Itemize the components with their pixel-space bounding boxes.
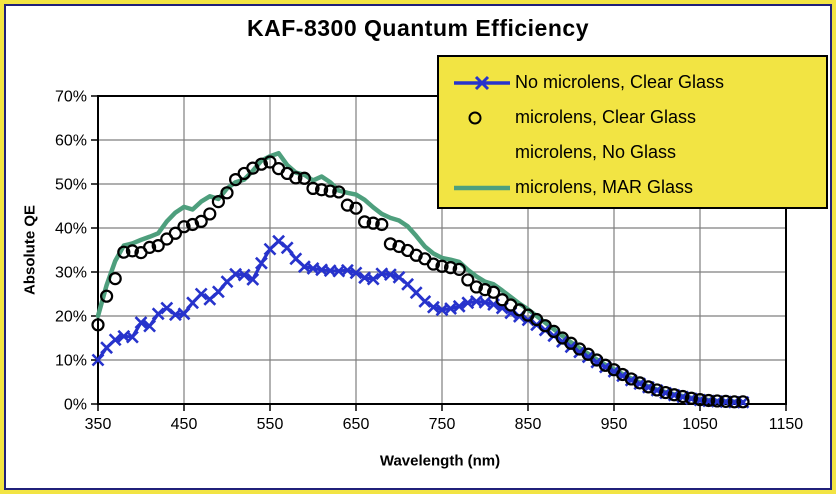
series-microlens-clear-marker (168, 226, 182, 240)
series-microlens-clear-marker (487, 285, 501, 299)
series-microlens-clear-marker (658, 385, 673, 400)
series-microlens-clear-marker (710, 394, 724, 408)
series-microlens-clear-marker (194, 214, 208, 228)
x-tick-label: 1050 (682, 416, 718, 433)
legend-label: microlens, Clear Glass (515, 107, 697, 127)
series-microlens-clear-marker (220, 186, 234, 200)
series-microlens-clear-marker (676, 389, 690, 404)
series-microlens-clear-marker (719, 394, 733, 408)
legend-row: microlens, MAR Glass (453, 170, 826, 205)
legend-label: No microlens, Clear Glass (515, 72, 725, 92)
series-microlens-clear-marker (444, 261, 458, 275)
series-microlens-clear-marker (117, 245, 131, 259)
series-microlens-clear-marker (297, 171, 311, 185)
series-microlens-clear-marker (693, 393, 707, 407)
series-microlens-clear-marker (547, 324, 561, 338)
series-microlens-clear-marker (641, 380, 656, 394)
legend-row: microlens, No Glass (453, 135, 826, 170)
series-microlens-clear-marker (332, 185, 346, 199)
legend-row: microlens, Clear Glass (453, 100, 826, 135)
legend-label: microlens, MAR Glass (515, 177, 694, 197)
series-microlens-clear-marker (529, 312, 544, 327)
x-tick-label: 750 (429, 416, 456, 433)
legend-row: No microlens, Clear Glass (453, 65, 826, 100)
series-microlens-clear-marker (383, 237, 397, 251)
series-microlens-clear-marker (736, 395, 750, 409)
legend-marker-circle-icon (453, 110, 515, 126)
chart-title: KAF-8300 Quantum Efficiency (247, 15, 589, 41)
series-microlens-clear-marker (186, 217, 200, 232)
series-microlens-clear-marker (650, 383, 664, 397)
series-microlens-clear-marker (254, 157, 268, 171)
series-microlens-clear-marker (435, 259, 449, 273)
series-microlens-clear-marker (177, 220, 191, 234)
series-microlens-clear-marker (315, 183, 329, 197)
series-microlens-clear-marker (306, 181, 320, 195)
series-microlens-clear-marker (461, 273, 475, 287)
series-microlens-clear-marker (366, 216, 380, 230)
x-tick-label: 850 (515, 416, 542, 433)
legend-label: microlens, No Glass (515, 142, 677, 162)
series-microlens-clear-marker (211, 195, 225, 209)
series-microlens-clear-marker (469, 280, 483, 294)
series-microlens-clear-marker (667, 388, 681, 402)
series-no-microlens-line (96, 239, 743, 404)
series-microlens-clear-marker (358, 215, 372, 229)
legend-marker-blue-x-line-icon (453, 75, 515, 91)
series-microlens-clear-marker (349, 201, 363, 215)
series-microlens-clear-marker (478, 283, 492, 297)
series-microlens-clear-marker (143, 240, 157, 254)
x-tick-label: 350 (85, 416, 112, 433)
y-tick-label: 30% (55, 265, 87, 282)
series-microlens-clear-marker (426, 257, 440, 271)
series-microlens-clear-marker (151, 239, 165, 253)
y-tick-label: 0% (64, 397, 87, 414)
series-microlens-clear-marker (684, 391, 699, 405)
y-tick-label: 50% (55, 177, 87, 194)
y-tick-label: 60% (55, 133, 87, 150)
series-microlens-clear-marker (125, 244, 139, 258)
series-microlens-clear-marker (289, 171, 303, 185)
series-microlens-clear-marker (229, 173, 243, 187)
y-axis-title: Absolute QE (21, 204, 39, 296)
series-microlens-clear-marker (340, 198, 354, 212)
series-microlens-clear-marker (701, 393, 716, 408)
series-microlens-clear-marker (91, 318, 105, 332)
legend-marker-green-line-icon (453, 180, 515, 196)
x-axis-title: Wavelength (nm) (379, 452, 501, 470)
series-microlens-clear-marker (727, 395, 742, 409)
series-microlens-clear-marker (203, 207, 217, 221)
series-microlens-clear-marker (99, 289, 114, 303)
x-tick-label: 1150 (769, 416, 804, 433)
series-microlens-clear-marker (263, 155, 277, 169)
x-tick-label: 650 (343, 416, 370, 433)
x-tick-label: 450 (171, 416, 198, 433)
series-microlens-clear-marker (452, 262, 466, 276)
y-tick-label: 10% (55, 353, 87, 370)
series-microlens-clear-marker (375, 217, 389, 232)
y-tick-label: 40% (55, 221, 87, 238)
legend: No microlens, Clear Glass microlens, Cle… (437, 55, 828, 209)
y-tick-label: 70% (55, 89, 87, 106)
x-tick-label: 950 (601, 416, 628, 433)
x-tick-label: 550 (257, 416, 284, 433)
y-tick-label: 20% (55, 309, 87, 326)
series-microlens-clear-marker (323, 184, 337, 198)
series-microlens-clear-marker (108, 272, 122, 286)
